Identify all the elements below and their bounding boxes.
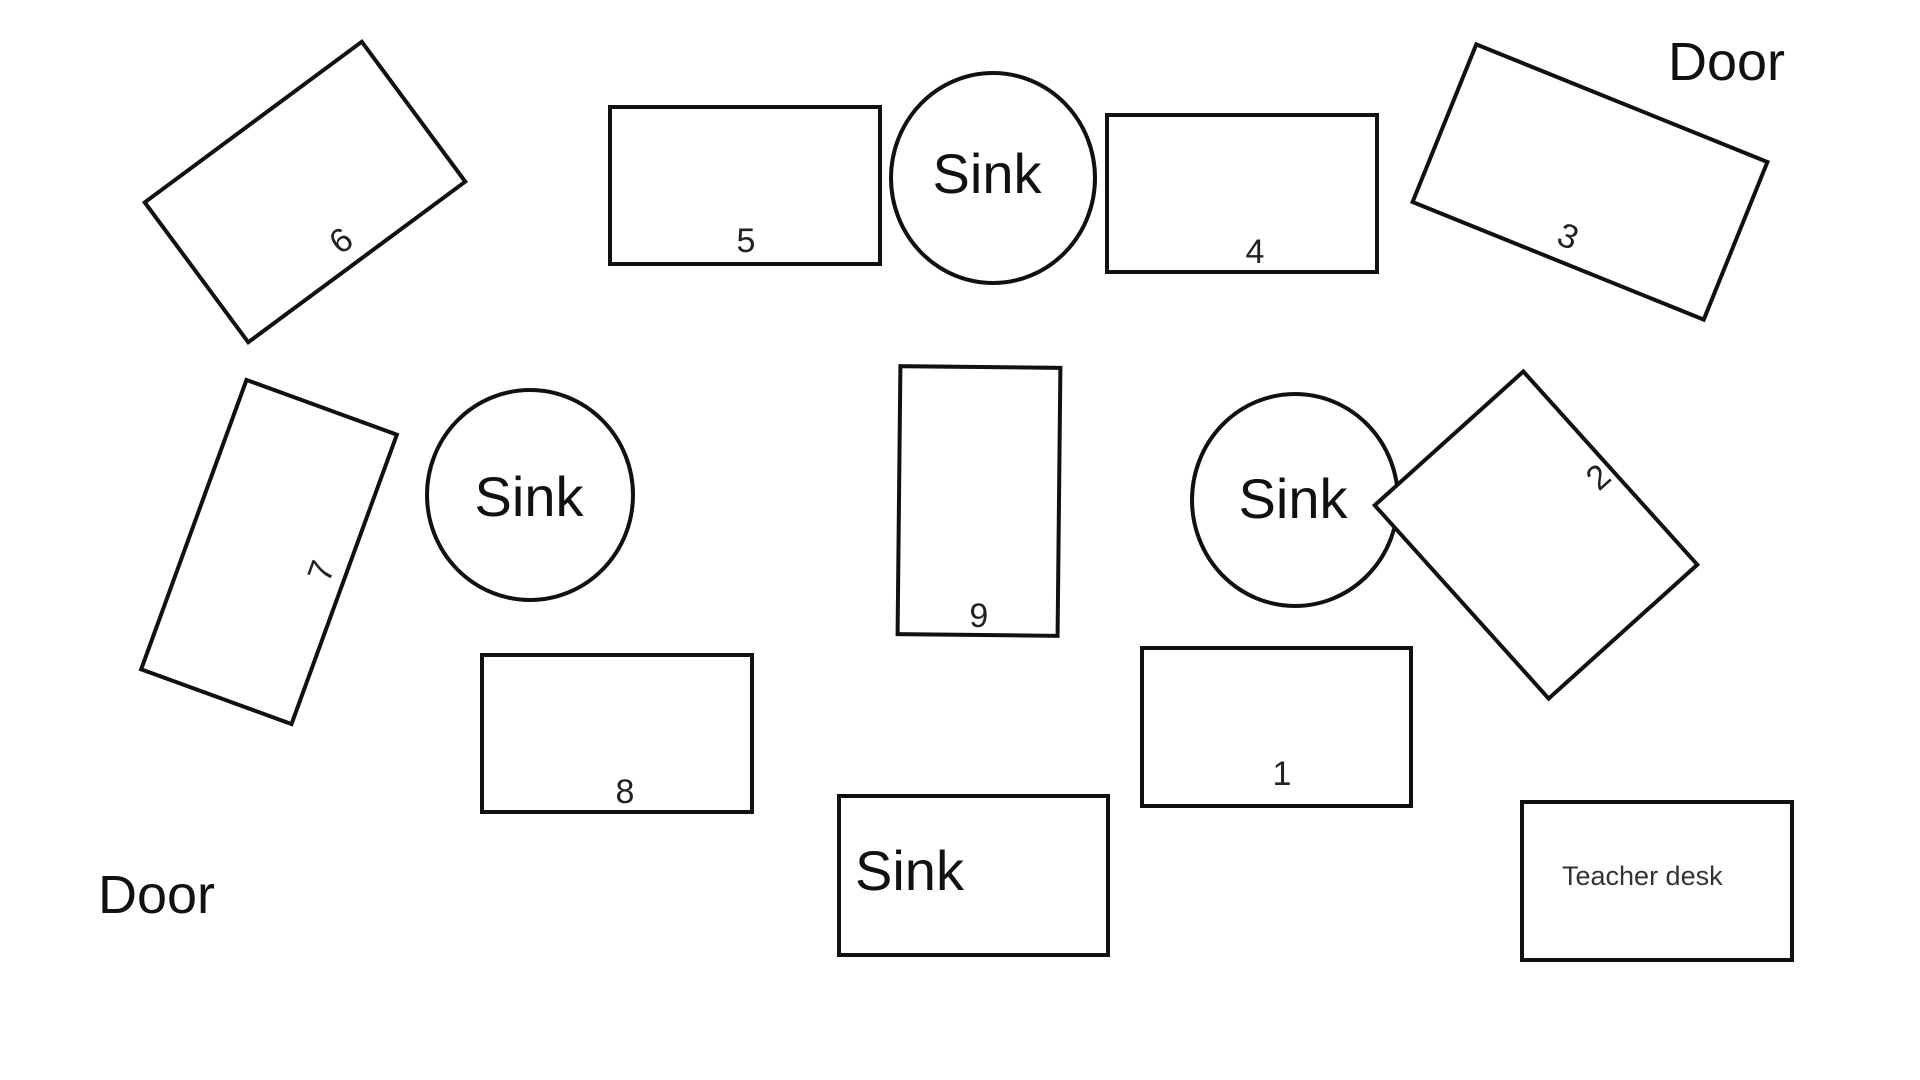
door-top-right-label: Door [1668,32,1785,92]
table-5-number: 5 [737,222,756,260]
sink-top[interactable]: Sink [889,71,1097,285]
sink-left-label: Sink [475,465,585,528]
table-4[interactable]: 4 [1105,113,1379,274]
table-1-number: 1 [1273,755,1292,793]
sink-bottom[interactable]: Sink [837,794,1110,957]
teacher-desk-label: Teacher desk [1562,861,1723,891]
table-3[interactable]: 3 [1409,41,1771,323]
sink-right-label: Sink [1239,467,1349,530]
table-5[interactable]: 5 [608,105,882,266]
table-9[interactable]: 9 [895,364,1063,638]
sink-right[interactable]: Sink [1190,392,1400,608]
table-8[interactable]: 8 [480,653,754,814]
table-1[interactable]: 1 [1140,646,1413,808]
table-6[interactable]: 6 [141,38,469,346]
table-9-number: 9 [969,597,988,635]
table-2[interactable]: 2 [1371,368,1701,702]
door-bottom-left-label: Door [98,865,215,925]
sink-top-label: Sink [933,142,1043,205]
table-8-number: 8 [616,773,635,811]
table-4-number: 4 [1246,233,1265,271]
sink-left[interactable]: Sink [425,388,635,602]
sink-bottom-label: Sink [855,839,965,902]
table-7[interactable]: 7 [138,377,400,727]
teacher-desk[interactable]: Teacher desk [1520,800,1794,962]
